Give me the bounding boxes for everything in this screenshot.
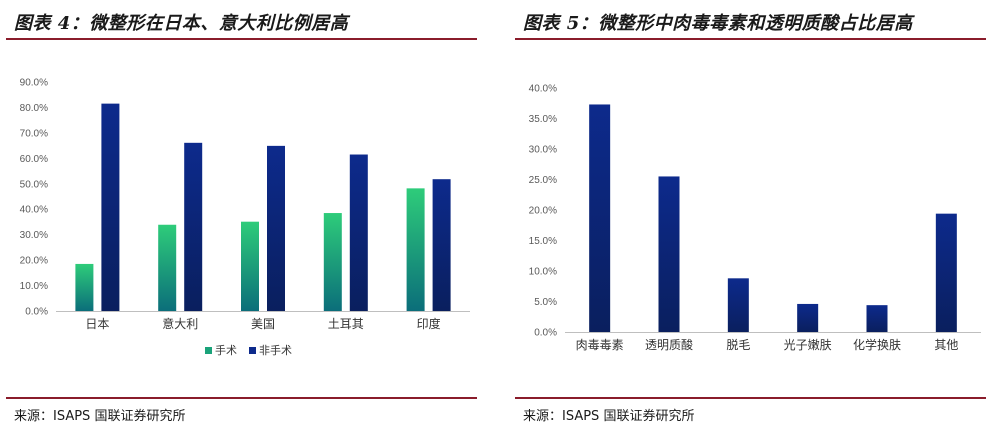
y-tick-label: 10.0% bbox=[20, 281, 48, 292]
figure-5-title: 图表 5：微整形中肉毒毒素和透明质酸占比居高 bbox=[523, 13, 913, 34]
figure-5-bar-chart: 0.0% 5.0% 10.0% 15.0% 20.0% 25.0% 30.0% 35.0% 40… bbox=[529, 84, 981, 352]
figure-5-panel: 图表 5：微整形中肉毒毒素和透明质酸占比居高 0.0% 5.0% 10.0% 15.0… bbox=[509, 0, 992, 433]
y-tick-label: 60.0% bbox=[20, 154, 48, 165]
category-label: 印度 bbox=[417, 316, 441, 331]
category-label: 美国 bbox=[251, 317, 275, 331]
y-tick-label: 40.0% bbox=[529, 84, 557, 95]
category-label: 其他 bbox=[934, 338, 958, 352]
category-label: 肉毒毒素 bbox=[576, 338, 624, 352]
y-tick-label: 0.0% bbox=[25, 307, 48, 318]
category-label: 土耳其 bbox=[328, 317, 364, 331]
figure-4-title: 图表 4：微整形在日本、意大利比例居高 bbox=[14, 13, 349, 34]
category-label: 日本 bbox=[85, 317, 109, 331]
y-tick-label: 20.0% bbox=[20, 256, 48, 267]
bar-value-透明质酸 bbox=[658, 176, 680, 332]
figure-4-top-rule bbox=[6, 38, 477, 40]
bar-非手术-印度 bbox=[432, 179, 451, 311]
y-tick-label: 50.0% bbox=[20, 179, 48, 190]
category-label: 透明质酸 bbox=[645, 337, 693, 352]
bar-手术-意大利 bbox=[158, 224, 177, 311]
y-tick-label: 30.0% bbox=[529, 145, 557, 156]
bar-非手术-土耳其 bbox=[349, 154, 368, 311]
bar-value-其他 bbox=[935, 213, 957, 332]
y-tick-label: 35.0% bbox=[529, 114, 557, 125]
y-tick-label: 30.0% bbox=[20, 230, 48, 241]
figure-5-top-rule bbox=[515, 38, 986, 40]
bar-非手术-美国 bbox=[267, 145, 285, 311]
y-tick-label: 40.0% bbox=[20, 205, 48, 216]
y-tick-label: 70.0% bbox=[20, 128, 48, 139]
figure-4-bottom-rule bbox=[6, 397, 477, 399]
figure-5-source: 来源：ISAPS 国联证券研究所 bbox=[523, 409, 695, 424]
figure-5-bottom-rule bbox=[515, 397, 986, 399]
legend-swatch bbox=[205, 347, 212, 354]
y-tick-label: 20.0% bbox=[529, 206, 557, 217]
y-tick-label: 0.0% bbox=[534, 328, 557, 339]
bar-value-化学换肤 bbox=[866, 305, 888, 332]
y-tick-label: 90.0% bbox=[20, 78, 48, 89]
bar-value-脱毛 bbox=[727, 278, 749, 332]
bar-value-光子嫩肤 bbox=[797, 303, 819, 332]
legend-swatch bbox=[249, 347, 256, 354]
category-label: 光子嫩肤 bbox=[784, 337, 832, 352]
bar-手术-印度 bbox=[406, 188, 425, 311]
y-tick-label: 25.0% bbox=[529, 175, 557, 186]
category-label: 意大利 bbox=[162, 316, 198, 331]
figure-4-bar-chart: 0.0% 10.0% 20.0% 30.0% 40.0% 50.0% 60.0% 70.0% 8… bbox=[20, 78, 470, 357]
y-tick-label: 15.0% bbox=[529, 236, 557, 247]
category-label: 化学换肤 bbox=[853, 337, 901, 352]
category-label: 脱毛 bbox=[726, 337, 750, 352]
bar-手术-土耳其 bbox=[323, 213, 342, 311]
bar-非手术-日本 bbox=[101, 103, 120, 311]
figure-4-panel: 图表 4：微整形在日本、意大利比例居高 0.0% 10.0% 20.0% 30.0% 4… bbox=[0, 0, 483, 433]
legend-label: 手术 bbox=[215, 343, 237, 357]
figure-4-source: 来源：ISAPS 国联证券研究所 bbox=[14, 409, 186, 424]
bar-手术-美国 bbox=[241, 221, 259, 311]
y-tick-label: 5.0% bbox=[534, 297, 557, 308]
bar-手术-日本 bbox=[75, 263, 94, 311]
bar-value-肉毒毒素 bbox=[589, 104, 611, 332]
y-tick-label: 80.0% bbox=[20, 103, 48, 114]
bar-非手术-意大利 bbox=[184, 142, 203, 311]
y-tick-label: 10.0% bbox=[529, 267, 557, 278]
legend-label: 非手术 bbox=[259, 343, 292, 357]
